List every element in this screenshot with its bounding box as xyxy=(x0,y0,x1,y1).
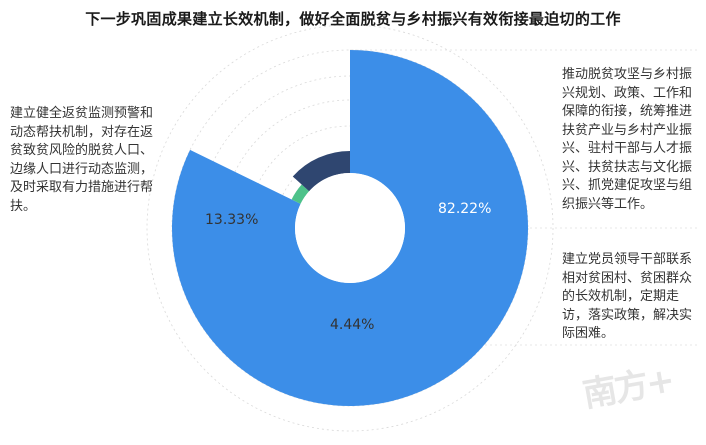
slice-2 xyxy=(292,151,350,192)
slice-label-blue: 82.22% xyxy=(438,201,492,217)
annotation-right-top: 推动脱贫攻坚与乡村振兴规划、政策、工作和保障的衔接，统筹推进扶贫产业与乡村产业振… xyxy=(562,67,693,212)
slice-1 xyxy=(291,184,310,204)
slice-label-green: 4.44% xyxy=(330,317,375,333)
annotation-left: 建立健全返贫监测预警和动态帮扶机制，对存在返贫致贫风险的脱贫人口、边缘人口进行动… xyxy=(10,106,154,214)
slice-label-navy: 13.33% xyxy=(205,212,259,228)
slice-0 xyxy=(171,50,528,406)
center-hole xyxy=(295,173,405,283)
chart-title: 下一步巩固成果建立长效机制，做好全面脱贫与乡村振兴有效衔接最迫切的工作 xyxy=(85,10,621,28)
slices xyxy=(171,50,528,406)
annotation-right-bottom: 建立党员领导干部联系相对贫困村、贫困群众的长效机制，定期走访，落实政策，解决实际… xyxy=(562,252,693,341)
grid-ring-5 xyxy=(146,24,554,432)
